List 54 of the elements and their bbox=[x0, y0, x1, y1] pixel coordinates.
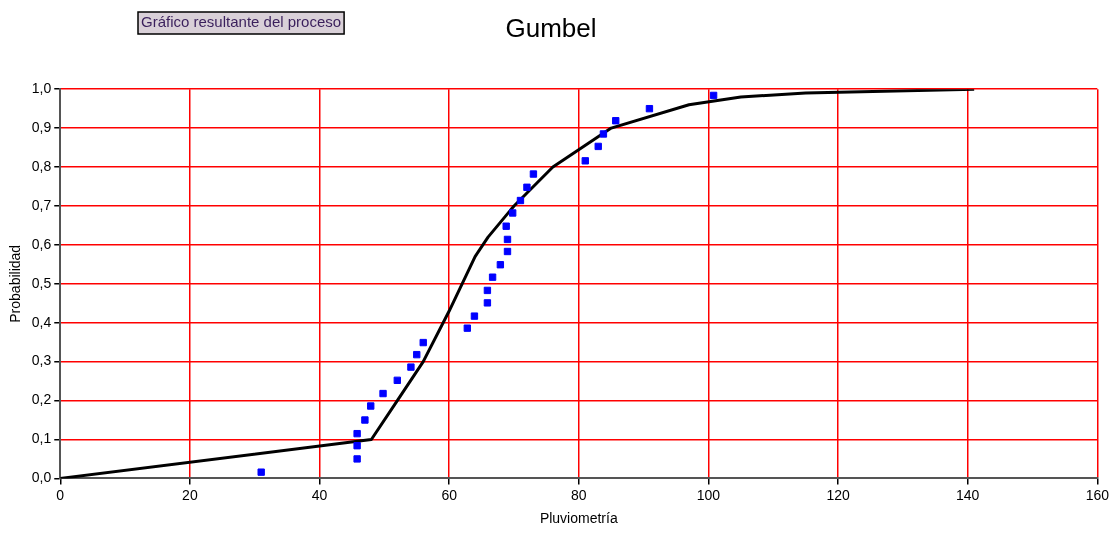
point bbox=[419, 338, 427, 347]
point bbox=[594, 142, 602, 151]
point bbox=[257, 468, 265, 476]
x-tick-label: 120 bbox=[826, 486, 850, 503]
x-tick-label: 140 bbox=[956, 486, 980, 503]
x-tick-label: 80 bbox=[571, 486, 587, 503]
point bbox=[353, 429, 361, 438]
point bbox=[509, 209, 517, 217]
y-tick-label: 0,1 bbox=[31, 430, 52, 447]
point bbox=[353, 442, 361, 450]
point bbox=[483, 299, 492, 307]
y-tick-label: 0,2 bbox=[31, 391, 52, 408]
x-tick-label: 20 bbox=[182, 486, 198, 503]
x-tick-label: 40 bbox=[311, 486, 328, 503]
y-tick-label: 0,3 bbox=[31, 352, 52, 369]
point bbox=[581, 157, 589, 165]
point bbox=[367, 402, 375, 410]
y-axis-title: Probabilidad bbox=[7, 244, 24, 323]
point bbox=[612, 117, 620, 125]
point bbox=[483, 286, 492, 295]
point bbox=[516, 196, 525, 205]
y-tick-label: 0,9 bbox=[31, 118, 52, 135]
x-axis-title: Pluviometría bbox=[539, 510, 618, 527]
chart-title: Gumbel bbox=[505, 12, 597, 43]
point bbox=[379, 389, 387, 398]
text: Gráfico resultante del proceso bbox=[141, 13, 342, 31]
point bbox=[523, 183, 531, 191]
y-tick-label: 0,6 bbox=[31, 235, 52, 252]
x-tick-label: 160 bbox=[1085, 486, 1110, 503]
point bbox=[645, 104, 654, 113]
point bbox=[496, 261, 505, 269]
y-tick-label: 0,8 bbox=[31, 157, 52, 174]
y-tick-label: 0,7 bbox=[31, 196, 52, 213]
point bbox=[503, 247, 512, 256]
point bbox=[393, 376, 401, 384]
y-tick-label: 1,0 bbox=[31, 80, 52, 97]
x-tick-label: 100 bbox=[696, 486, 721, 503]
point bbox=[529, 170, 538, 178]
point bbox=[407, 363, 415, 371]
point bbox=[488, 273, 497, 281]
point bbox=[470, 312, 479, 320]
point bbox=[709, 91, 718, 100]
point bbox=[463, 324, 471, 332]
point bbox=[503, 235, 512, 244]
point bbox=[361, 416, 369, 424]
y-tick-label: 0,4 bbox=[31, 313, 52, 330]
y-tick-label: 0,0 bbox=[31, 469, 52, 486]
point bbox=[413, 350, 421, 359]
point bbox=[353, 455, 361, 463]
x-tick-label: 60 bbox=[441, 486, 458, 503]
x-tick-label: 0 bbox=[56, 486, 65, 503]
point bbox=[502, 222, 510, 230]
y-tick-label: 0,5 bbox=[31, 274, 52, 291]
point bbox=[599, 130, 608, 138]
